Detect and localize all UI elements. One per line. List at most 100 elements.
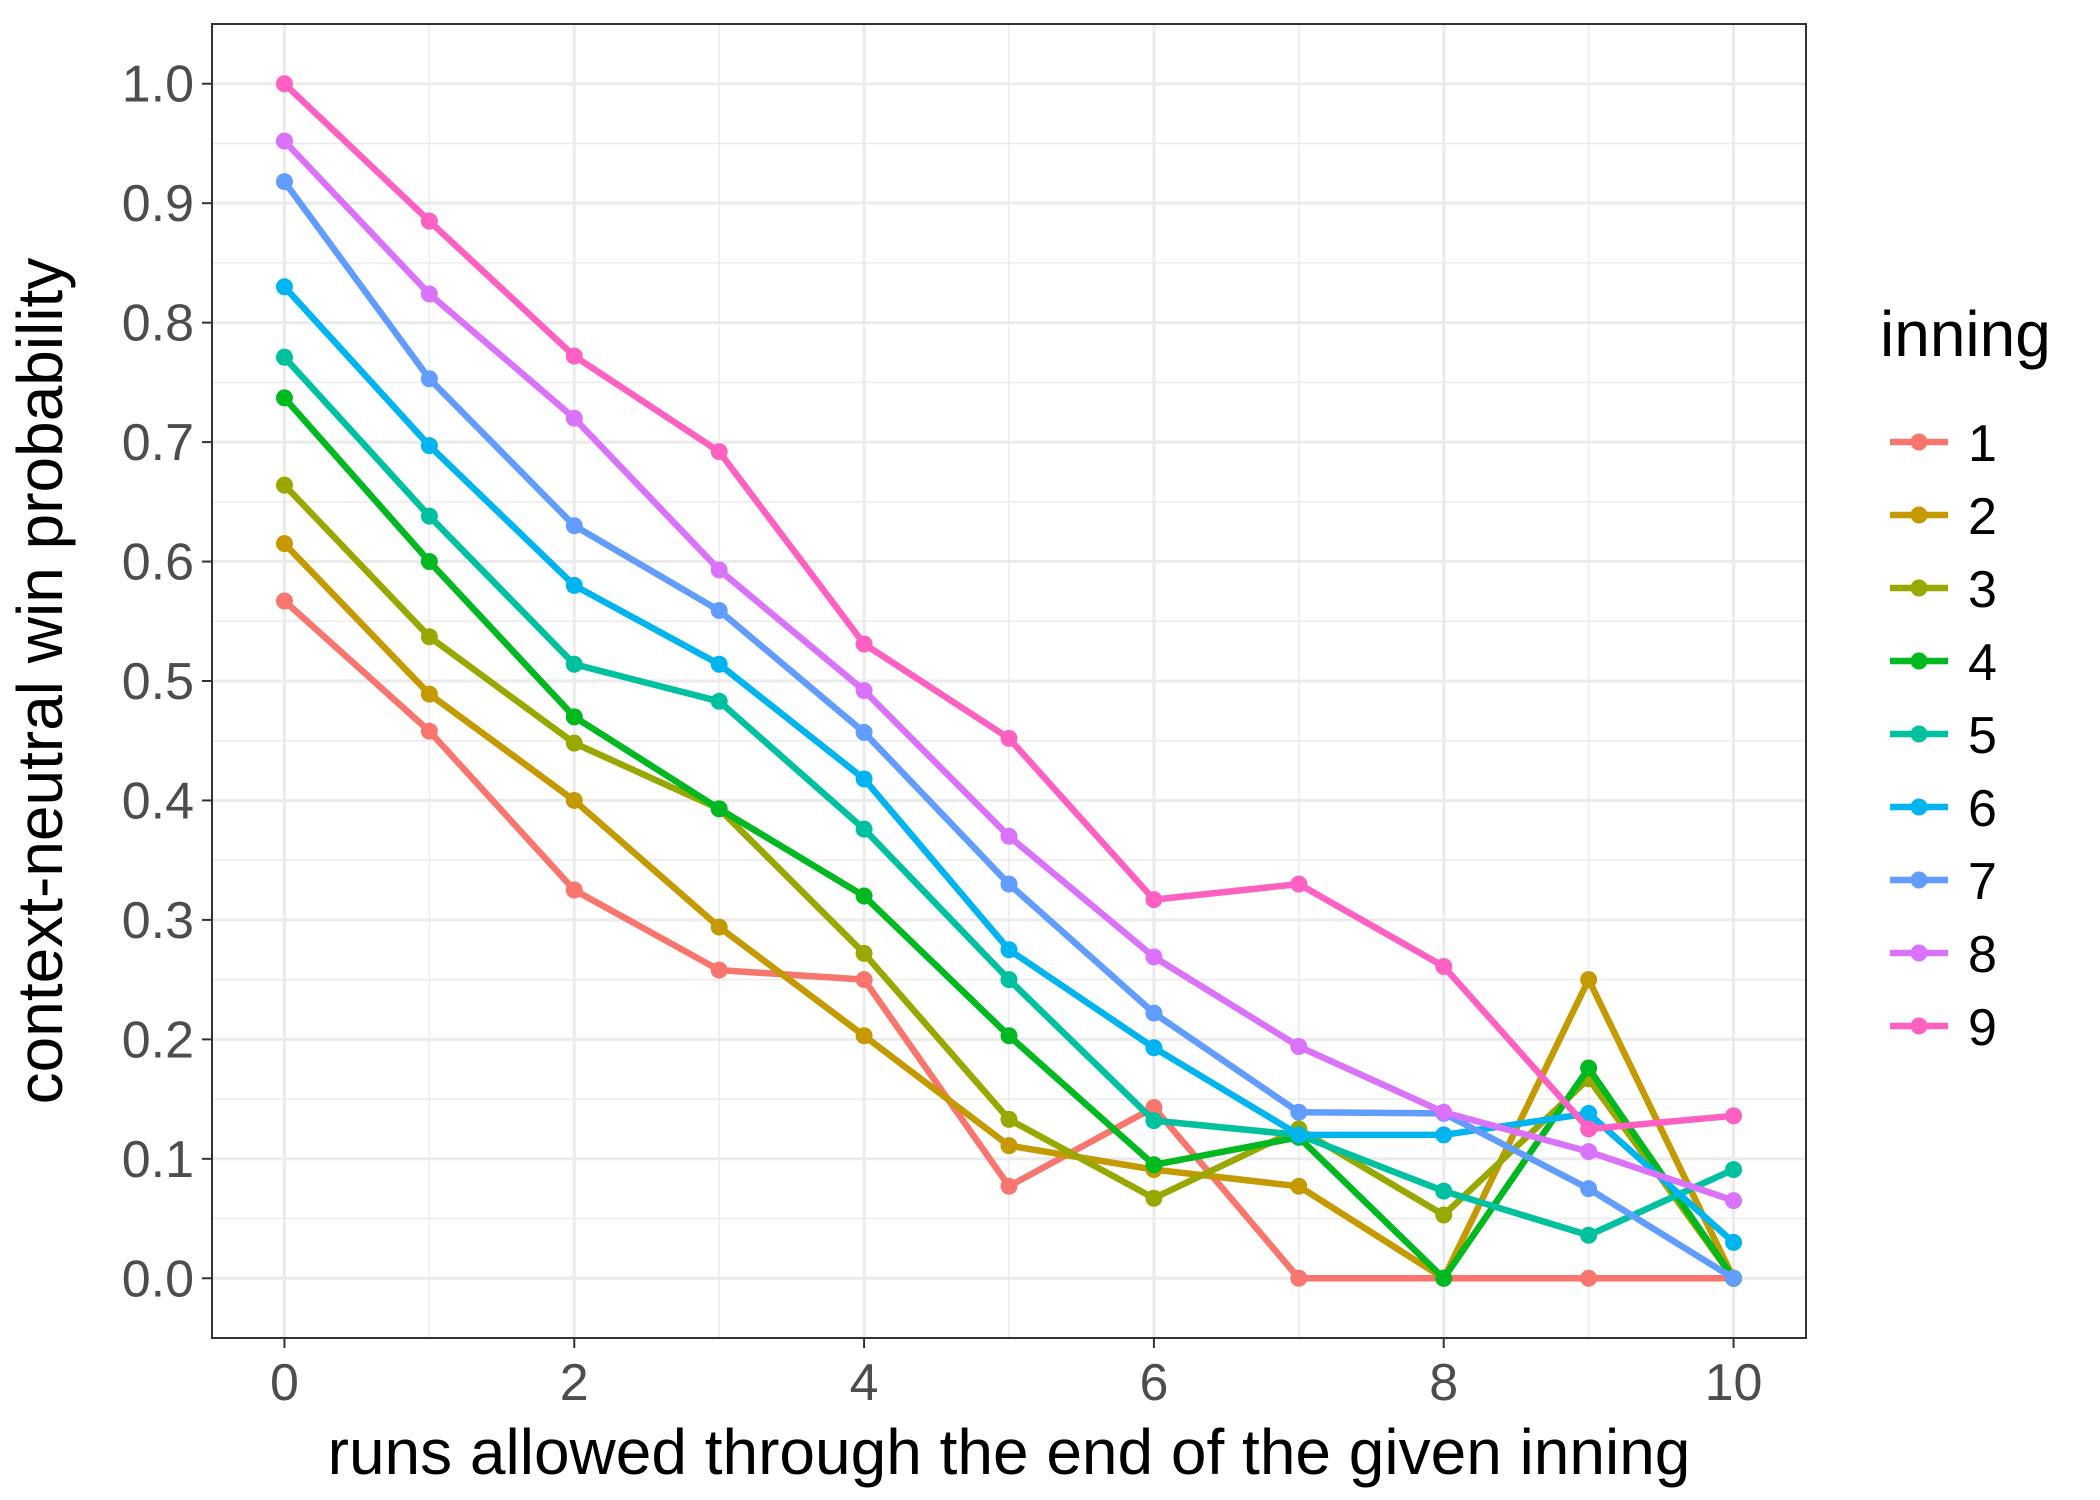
- x-axis: 0 2 4 6 8 10: [270, 1338, 1762, 1412]
- y-tick-label: 1.0: [122, 56, 194, 114]
- legend-item-8: 8: [1890, 926, 1997, 984]
- data-point: [565, 409, 583, 427]
- series-inning-5: [275, 348, 1743, 1244]
- data-point: [275, 592, 293, 610]
- data-point: [420, 507, 438, 525]
- data-point: [420, 370, 438, 388]
- legend-key-point: [1910, 725, 1928, 743]
- legend-key-point: [1910, 1017, 1928, 1035]
- data-point: [420, 628, 438, 646]
- y-tick-label: 0.0: [122, 1250, 194, 1308]
- y-tick-label: 0.7: [122, 414, 194, 472]
- y-tick-label: 0.1: [122, 1131, 194, 1189]
- data-point: [1580, 1269, 1598, 1287]
- data-point: [275, 348, 293, 366]
- data-point: [275, 476, 293, 494]
- y-axis-title: context-neutral win probability: [4, 258, 76, 1105]
- data-point: [1725, 1161, 1743, 1179]
- data-point: [1290, 875, 1308, 893]
- data-point: [855, 770, 873, 788]
- legend-key-point: [1910, 871, 1928, 889]
- data-point: [565, 347, 583, 365]
- data-point: [1580, 1180, 1598, 1198]
- data-point: [275, 75, 293, 93]
- legend-item-2: 2: [1890, 488, 1997, 546]
- data-point: [275, 173, 293, 191]
- series-inning-9: [275, 75, 1743, 1138]
- data-point: [420, 685, 438, 703]
- legend-item-3: 3: [1890, 561, 1997, 619]
- y-axis: 0.0 0.1 0.2 0.3 0.4 0.5 0.6 0.7 0.8 0.9 1.0: [122, 56, 212, 1308]
- data-point: [855, 723, 873, 741]
- data-point: [855, 1027, 873, 1045]
- data-point: [1725, 1269, 1743, 1287]
- series-inning-7: [275, 173, 1743, 1287]
- data-point: [565, 791, 583, 809]
- x-tick-label: 6: [1139, 1354, 1168, 1412]
- data-point: [710, 692, 728, 710]
- data-point: [275, 389, 293, 407]
- legend-item-1: 1: [1890, 415, 1997, 473]
- legend-items: 1 2 3 4 5 6 7 8 9: [1890, 415, 1997, 1057]
- legend-title: inning: [1880, 298, 2051, 370]
- data-point: [1290, 1177, 1308, 1195]
- data-point: [710, 800, 728, 818]
- legend-key-point: [1910, 506, 1928, 524]
- data-point: [420, 212, 438, 230]
- data-point: [565, 708, 583, 726]
- data-point: [1000, 1137, 1018, 1155]
- data-point: [1145, 1156, 1163, 1174]
- data-point: [1000, 729, 1018, 747]
- data-point: [1145, 1112, 1163, 1130]
- data-point: [1145, 891, 1163, 909]
- data-point: [275, 278, 293, 296]
- y-tick-label: 0.6: [122, 534, 194, 592]
- data-point: [565, 881, 583, 899]
- data-point: [1000, 941, 1018, 959]
- legend-label: 4: [1968, 634, 1997, 692]
- data-point: [710, 443, 728, 461]
- y-tick-label: 0.5: [122, 653, 194, 711]
- data-point: [1725, 1107, 1743, 1125]
- legend-label: 6: [1968, 780, 1997, 838]
- data-point: [1145, 1004, 1163, 1022]
- data-point: [420, 285, 438, 303]
- legend-label: 2: [1968, 488, 1997, 546]
- data-point: [565, 655, 583, 673]
- data-point: [1145, 1098, 1163, 1116]
- data-point: [1290, 1126, 1308, 1144]
- data-point: [1435, 1269, 1453, 1287]
- data-point: [275, 132, 293, 150]
- x-tick-label: 8: [1429, 1354, 1458, 1412]
- data-point: [565, 517, 583, 535]
- legend-key-point: [1910, 433, 1928, 451]
- data-point: [855, 887, 873, 905]
- data-point: [855, 971, 873, 989]
- data-point: [1000, 875, 1018, 893]
- legend: inning 1 2 3 4 5 6 7 8 9: [1880, 298, 2051, 1057]
- y-tick-label: 0.2: [122, 1011, 194, 1069]
- data-point: [1725, 1192, 1743, 1210]
- legend-label: 3: [1968, 561, 1997, 619]
- data-point: [855, 944, 873, 962]
- data-point: [1145, 1039, 1163, 1057]
- data-point: [855, 682, 873, 700]
- y-tick-label: 0.3: [122, 892, 194, 950]
- data-point: [1580, 1059, 1598, 1077]
- data-point: [1580, 1104, 1598, 1122]
- data-point: [1000, 1177, 1018, 1195]
- series-layer: [275, 75, 1743, 1287]
- legend-key-point: [1910, 944, 1928, 962]
- data-point: [1290, 1038, 1308, 1056]
- y-tick-label: 0.9: [122, 175, 194, 233]
- data-point: [565, 576, 583, 594]
- data-point: [710, 602, 728, 620]
- y-tick-label: 0.4: [122, 772, 194, 830]
- data-point: [420, 722, 438, 740]
- legend-label: 5: [1968, 707, 1997, 765]
- data-point: [1000, 1027, 1018, 1045]
- data-point: [1145, 1189, 1163, 1207]
- data-point: [1580, 1226, 1598, 1244]
